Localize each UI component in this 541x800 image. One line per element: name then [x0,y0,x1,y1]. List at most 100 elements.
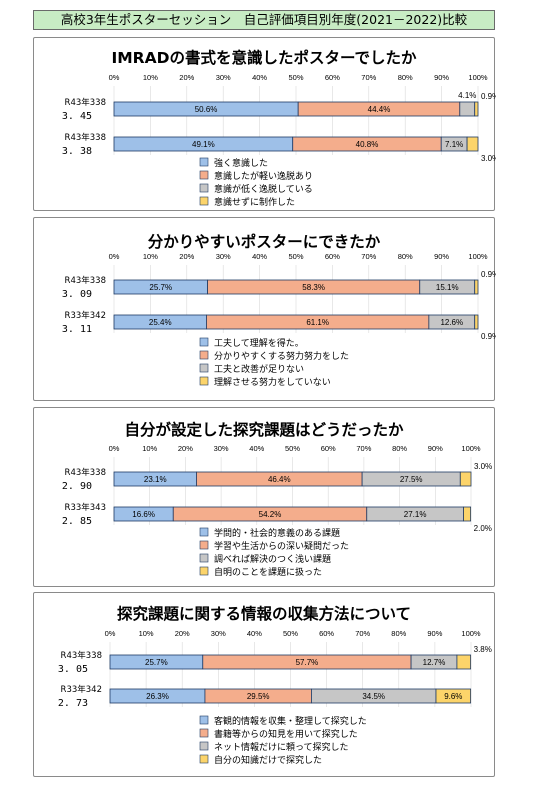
bar-segment [435,688,472,704]
chart-topic: 0% 10% 20% 30% 40% 50% 60% 70% 80% 90% 100% R43年338… [62,444,492,578]
row-score: 2. 85 [62,516,92,527]
row-score: 3. 05 [58,664,88,675]
data-label: 23.1% [144,475,167,484]
x-tick-label: 100% [468,73,488,82]
bar-segment [459,471,472,487]
data-label: 3.0% [474,462,492,471]
x-tick-label: 50% [283,629,298,638]
x-tick-label: 60% [325,252,340,261]
data-label: 25.4% [149,318,172,327]
legend-swatch [199,566,209,576]
x-tick-label: 20% [178,444,193,453]
row-label: R33年342 [61,684,102,695]
chart-title: IMRADの書式を意識したポスターでしたか [111,49,417,67]
x-tick-label: 60% [321,444,336,453]
data-label: 25.7% [145,658,168,667]
data-label: 57.7% [296,658,319,667]
legend-label: 意識したが軽い逸脱あり [214,170,313,182]
legend-label: 強く意識した [214,157,268,169]
bar-segment [459,101,476,117]
data-label: 9.6% [444,692,462,701]
chart-panel-clarity: 分かりやすいポスターにできたか 0% 10% 20% 30% 40% 50% 60% 70% 8… [33,217,496,401]
legend-swatch [199,540,209,550]
legend-swatch [199,728,209,738]
x-tick-label: 70% [355,629,370,638]
x-tick-label: 60% [325,73,340,82]
legend-swatch [199,170,209,180]
x-tick-label: 100% [461,444,481,453]
row-score: 3. 38 [62,146,92,157]
x-tick-label: 30% [216,73,231,82]
legend-swatch [199,157,209,167]
legend-label: 分かりやすくする努力努力をした [214,350,349,362]
page-title: 高校3年生ポスターセッション 自己評価項目別年度(2021－2022)比較 [33,10,495,30]
x-tick-label: 70% [361,252,376,261]
data-label: 12.6% [440,318,463,327]
x-tick-label: 20% [175,629,190,638]
legend-swatch [199,337,209,347]
row-label: R33年343 [65,502,106,513]
bar-segment [463,506,472,522]
data-label: 12.7% [423,658,446,667]
chart-info: 0% 10% 20% 30% 40% 50% 60% 70% 80% 90% 100% R43年338… [58,629,492,766]
legend-swatch [199,350,209,360]
legend-label: 理解させる努力をしていない [214,376,331,388]
legend-label: 自分の知識だけで探究した [214,754,322,766]
data-label: 7.1% [445,140,463,149]
chart-panel-info: 探究課題に関する情報の収集方法について 0% 10% 20% 30% 40% 50% 60%… [33,592,495,777]
data-label: 58.3% [302,283,325,292]
bar-segment [474,101,479,117]
data-label: 2.0% [474,524,492,533]
legend-label: 自明のことを課題に扱った [214,566,322,578]
data-label: 44.4% [368,105,391,114]
x-tick-label: 30% [211,629,226,638]
chart-panel-topic: 自分が設定した探究課題はどうだったか 0% 10% 20% 30% 40% 50% 60% 7… [33,407,495,587]
x-tick-label: 90% [428,444,443,453]
x-tick-label: 50% [288,73,303,82]
legend-label: 意識が低く逸脱している [214,183,313,195]
data-label: 27.1% [404,510,427,519]
data-label: 3.0% [481,154,496,163]
legend-label: 客観的情報を収集・整理して探究した [214,715,367,727]
chart-panel-imrad: IMRADの書式を意識したポスターでしたか 0% 10% 20% 30% 40% 50% 6… [33,37,496,211]
data-label: 0.9% [481,270,496,279]
data-label: 3.8% [474,645,492,654]
data-label: 34.5% [362,692,385,701]
x-tick-label: 70% [361,73,376,82]
x-tick-label: 100% [468,252,488,261]
x-tick-label: 40% [252,252,267,261]
x-tick-label: 0% [105,629,116,638]
legend-swatch [199,376,209,386]
legend-swatch [199,754,209,764]
row-label: R43年338 [65,467,106,478]
x-tick-label: 30% [216,252,231,261]
legend-swatch [199,715,209,725]
x-tick-label: 70% [356,444,371,453]
x-tick-label: 60% [319,629,334,638]
legend-label: 工夫して理解を得た。 [214,337,304,349]
legend-swatch [199,741,209,751]
x-tick-label: 80% [398,252,413,261]
data-label: 40.8% [356,140,379,149]
data-label: 0.9% [481,332,496,341]
data-label: 46.4% [268,475,291,484]
x-tick-label: 50% [285,444,300,453]
x-tick-label: 0% [109,444,120,453]
row-label: R33年342 [65,310,106,321]
chart-title: 探究課題に関する情報の収集方法について [116,605,412,623]
x-tick-label: 80% [398,73,413,82]
legend-swatch [199,363,209,373]
row-label: R43年338 [65,97,106,108]
data-label: 15.1% [436,283,459,292]
legend-label: 意識せずに制作した [214,196,295,208]
data-label: 4.1% [458,91,476,100]
legend-swatch [199,553,209,563]
legend-swatch [199,196,209,206]
x-tick-label: 90% [427,629,442,638]
row-score: 3. 09 [62,289,92,300]
bar-segment [456,654,472,670]
x-tick-label: 90% [434,252,449,261]
data-label: 27.5% [400,475,423,484]
row-label: R43年338 [65,275,106,286]
x-tick-label: 100% [461,629,481,638]
